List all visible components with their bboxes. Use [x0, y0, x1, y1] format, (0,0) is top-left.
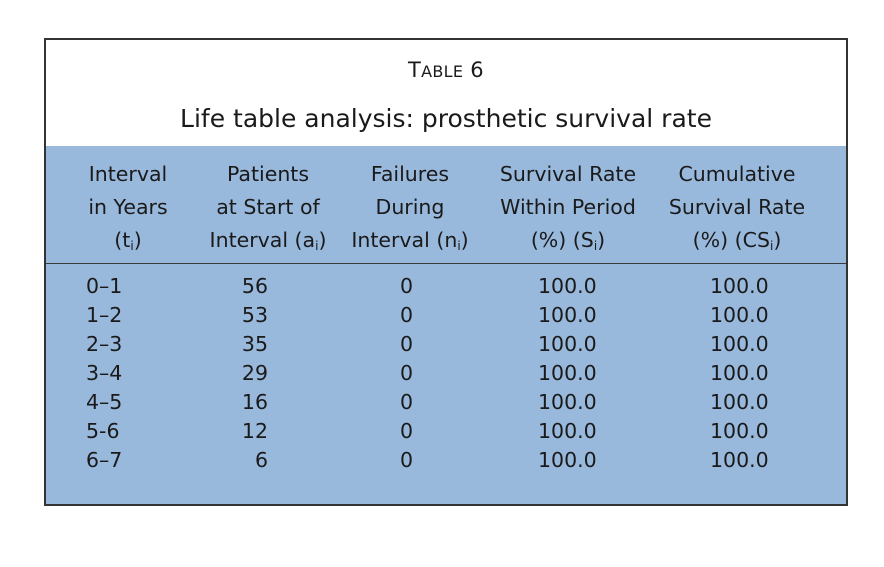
header-failures: Failures During Interval (ni) — [351, 162, 469, 253]
table-caption: TABLE 6 Life table analysis: prosthetic … — [46, 40, 846, 146]
header-cumulative-rate: Cumulative Survival Rate (%) (CSi) — [668, 162, 806, 253]
table-label: TABLE 6 — [408, 58, 484, 82]
life-table: TABLE 6 Life table analysis: prosthetic … — [44, 38, 848, 506]
header-survival-rate: Survival Rate Within Period (%) (Si) — [499, 162, 637, 253]
header-rule — [46, 263, 846, 264]
header-patients: Patients at Start of Interval (ai) — [209, 162, 327, 253]
table-body: Interval in Years (ti) Patients at Start… — [46, 146, 846, 504]
table-title: Life table analysis: prosthetic survival… — [180, 104, 712, 133]
header-interval: Interval in Years (ti) — [88, 162, 168, 253]
